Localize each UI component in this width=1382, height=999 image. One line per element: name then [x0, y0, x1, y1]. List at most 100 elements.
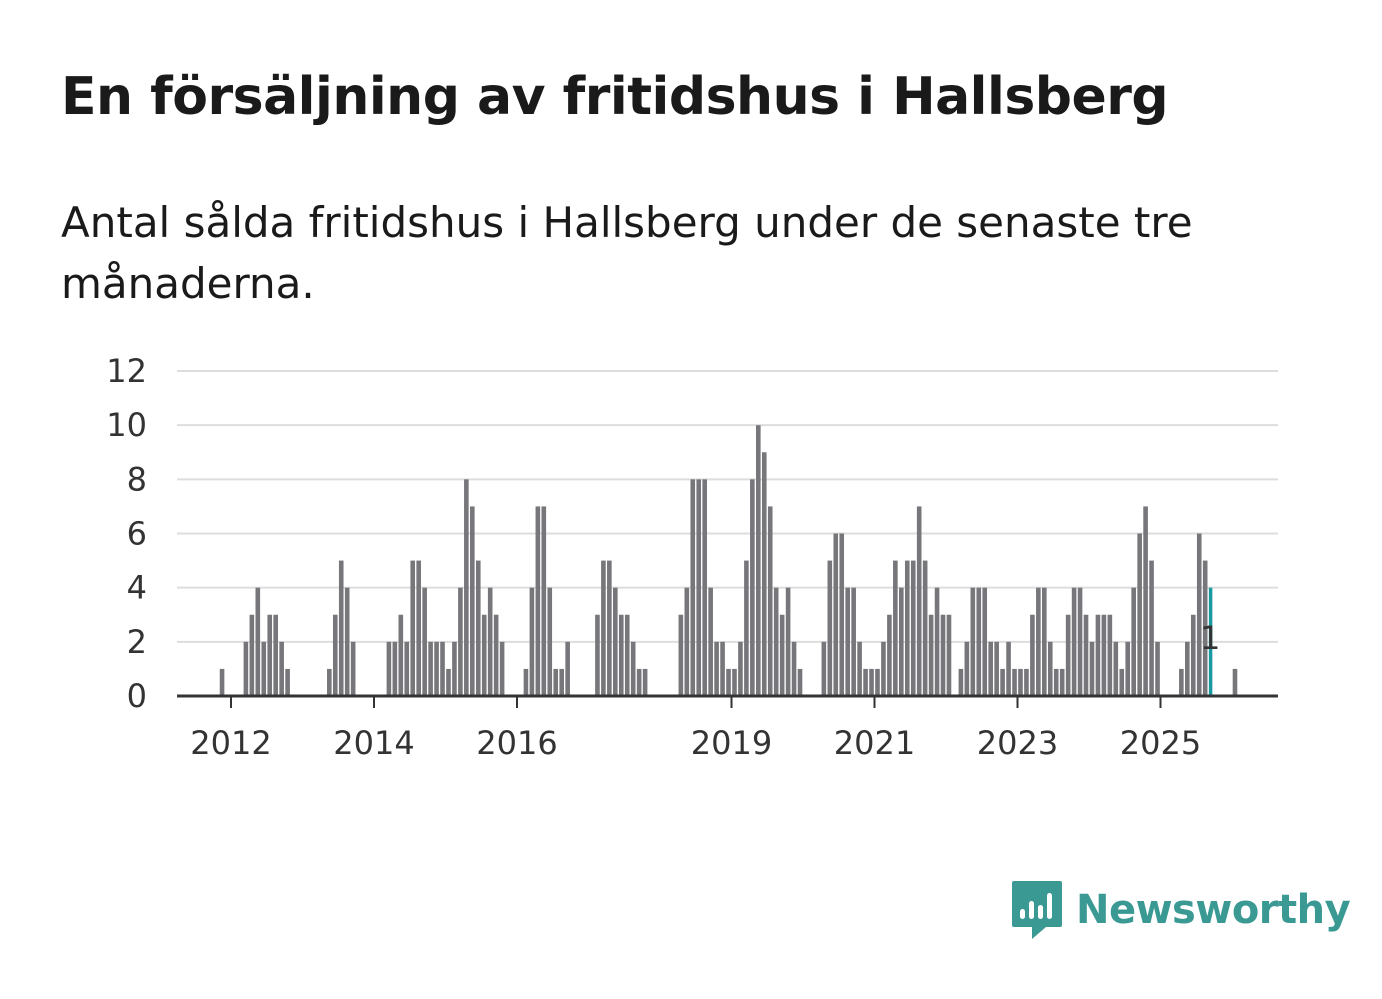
bar — [249, 614, 255, 696]
bar — [1047, 641, 1053, 696]
bar — [726, 668, 731, 696]
y-tick-label: 10 — [106, 406, 147, 444]
bar — [481, 614, 487, 696]
bars — [219, 425, 1238, 696]
bar — [899, 587, 904, 696]
x-tick-label: 2014 — [333, 724, 414, 762]
bar — [595, 614, 600, 696]
bar — [386, 641, 392, 696]
bar — [946, 614, 952, 696]
bar — [1137, 533, 1142, 696]
y-tick-label: 12 — [106, 352, 147, 390]
bar — [833, 533, 839, 696]
x-axis-ticks: 2012 2014 2016 2019 2021 2023 2025 — [190, 696, 1201, 762]
bar — [702, 479, 707, 696]
bar — [750, 479, 755, 696]
bar — [410, 560, 416, 696]
bar — [1131, 587, 1136, 696]
brand-logo: Newsworthy — [1010, 878, 1351, 942]
bar — [350, 641, 356, 696]
bar — [1107, 614, 1113, 696]
bar — [475, 560, 481, 696]
bar — [1089, 641, 1095, 696]
bar — [791, 641, 797, 696]
bar — [404, 641, 410, 696]
bar — [916, 506, 922, 696]
bar — [1036, 587, 1041, 696]
bar — [761, 452, 767, 696]
bar — [1053, 668, 1059, 696]
bar — [219, 668, 225, 696]
bar — [273, 614, 278, 696]
bar — [857, 641, 862, 696]
y-axis-ticks: 0 2 4 6 8 10 12 — [106, 352, 147, 715]
bar — [785, 587, 791, 696]
bar — [1024, 668, 1029, 696]
bar — [970, 587, 976, 696]
bar-chart: 0 2 4 6 8 10 12 2012 2014 2016 2019 2021 2023 2025 1 — [106, 352, 1278, 762]
bar — [630, 641, 636, 696]
x-tick-label: 2019 — [691, 724, 772, 762]
bar — [243, 641, 249, 696]
y-tick-label: 4 — [127, 569, 147, 607]
bar — [487, 587, 493, 696]
bar — [904, 560, 910, 696]
bar — [1232, 668, 1238, 696]
bar — [797, 668, 803, 696]
bar — [601, 560, 606, 696]
bar — [1071, 587, 1077, 696]
bar — [964, 641, 970, 696]
x-tick-label: 2023 — [977, 724, 1058, 762]
bar — [958, 668, 964, 696]
bar — [1012, 668, 1017, 696]
highlight-bar — [1208, 587, 1213, 696]
bar — [934, 587, 940, 696]
bar — [1000, 668, 1005, 696]
bar — [618, 614, 624, 696]
bar — [1006, 641, 1011, 696]
bar — [773, 587, 779, 696]
bar — [756, 425, 761, 696]
bar — [881, 641, 886, 696]
bar — [493, 614, 499, 696]
bar — [1179, 668, 1184, 696]
bar — [869, 668, 874, 696]
brand-name: Newsworthy — [1076, 887, 1351, 933]
chart-subtitle: Antal sålda fritidshus i Hallsberg under… — [61, 198, 1193, 308]
bar — [1149, 560, 1154, 696]
bar — [523, 668, 529, 696]
chart-title: En försäljning av fritidshus i Hallsberg — [61, 67, 1169, 127]
bar — [392, 641, 398, 696]
y-tick-label: 2 — [127, 623, 147, 661]
bar — [470, 506, 475, 696]
bar — [1125, 641, 1131, 696]
bar — [261, 641, 267, 696]
bar — [428, 641, 433, 696]
y-tick-label: 0 — [127, 677, 147, 715]
bar — [678, 614, 684, 696]
grid-lines — [177, 370, 1278, 643]
bar — [416, 560, 421, 696]
highlight-value-label: 1 — [1200, 619, 1220, 657]
bar — [684, 587, 690, 696]
bar — [1202, 560, 1208, 696]
bar — [1101, 614, 1107, 696]
bar — [851, 587, 856, 696]
bar — [1196, 533, 1202, 696]
bar — [434, 641, 439, 696]
bar — [565, 641, 570, 696]
bar — [910, 560, 916, 696]
bar — [839, 533, 845, 696]
bar — [738, 641, 743, 696]
bar — [893, 560, 898, 696]
bar — [464, 479, 469, 696]
bar — [714, 641, 719, 696]
bar — [553, 668, 559, 696]
bar — [1119, 668, 1125, 696]
bar — [529, 587, 535, 696]
bar — [994, 641, 999, 696]
bar — [559, 668, 564, 696]
bar — [285, 668, 290, 696]
bar — [1077, 587, 1083, 696]
bar — [1030, 614, 1035, 696]
